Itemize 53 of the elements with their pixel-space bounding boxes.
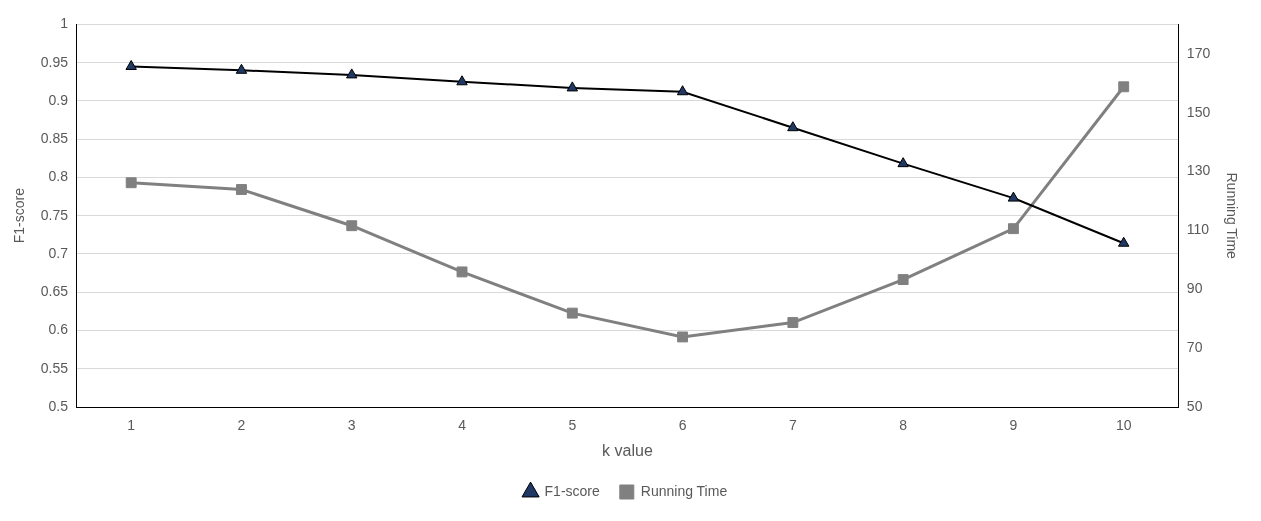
x-tick-label: 10	[1115, 417, 1132, 434]
y-tick-label: 0.55	[40, 359, 69, 376]
point	[787, 121, 799, 132]
y-axis-title: F1-score	[11, 187, 28, 244]
x-tick-label: 2	[237, 417, 246, 434]
point	[897, 157, 909, 168]
point	[1007, 191, 1020, 202]
point	[566, 81, 578, 92]
point	[236, 184, 247, 195]
y-tick-label: 0.75	[40, 206, 69, 223]
x-tick-label: 7	[788, 417, 797, 434]
y-tick-label: 0.6	[48, 321, 69, 338]
point	[125, 59, 137, 70]
y2-tick-label: 130	[1186, 162, 1211, 179]
y2-tick-label: 150	[1186, 103, 1211, 120]
y2-tick-label: 70	[1186, 339, 1203, 355]
point	[456, 266, 468, 278]
x-axis-title: k value	[602, 441, 653, 459]
point	[235, 63, 248, 74]
point	[897, 274, 909, 286]
point	[677, 331, 689, 343]
y-tick-label: 0.95	[40, 53, 69, 70]
y2-tick-label: 90	[1186, 280, 1203, 297]
y-tick-label: 0.9	[48, 91, 69, 108]
y-tick-label: 0.65	[40, 283, 69, 300]
legend-label: Running Time	[640, 482, 728, 499]
point	[787, 317, 799, 328]
y-tick-label: 1	[60, 15, 69, 32]
point	[125, 177, 137, 189]
y2-tick-label: 170	[1186, 44, 1211, 61]
y2-tick-label: 110	[1186, 221, 1210, 238]
point	[676, 85, 689, 96]
point	[346, 220, 358, 232]
point	[1118, 236, 1130, 247]
point	[1007, 223, 1019, 235]
legend-label: F1-score	[544, 482, 601, 499]
y-tick-label: 0.85	[40, 130, 69, 147]
y-tick-label: 0.7	[48, 244, 69, 261]
x-tick-label: 8	[899, 417, 908, 434]
x-tick-label: 4	[458, 417, 467, 434]
point	[346, 68, 358, 79]
x-tick-label: 9	[1009, 417, 1018, 434]
point	[1118, 81, 1130, 93]
x-tick-label: 3	[347, 417, 356, 434]
y2-tick-label: 50	[1186, 397, 1203, 414]
point	[456, 75, 468, 86]
x-tick-label: 6	[678, 417, 687, 434]
y-tick-label: 0.8	[48, 168, 69, 185]
x-tick-label: 5	[568, 417, 577, 434]
y2-axis-title: Running Time	[1223, 172, 1240, 260]
point	[566, 307, 578, 319]
y-tick-label: 0.5	[48, 397, 69, 414]
x-tick-label: 1	[127, 417, 136, 434]
